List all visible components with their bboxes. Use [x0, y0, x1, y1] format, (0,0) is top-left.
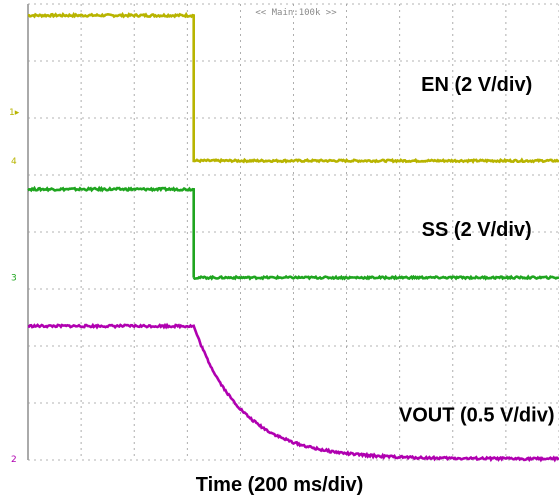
channel-labels: EN (2 V/div) SS (2 V/div) VOUT (0.5 V/div) — [399, 74, 555, 427]
grid — [27, 3, 559, 461]
channel-label: VOUT (0.5 V/div) — [399, 404, 555, 426]
trigger-marker-icon: 1▸ — [9, 108, 20, 118]
oscilloscope-plot: << Main:100k >> 4 3 2 1▸ EN (2 V/div) SS (2 … — [0, 0, 559, 470]
channel-marker: 4 — [11, 157, 17, 167]
trace-en — [27, 11, 559, 164]
trace-vout — [27, 322, 559, 463]
trace-ss — [27, 185, 559, 281]
channel-marker: 3 — [11, 274, 17, 284]
timebase-header: << Main:100k >> — [255, 8, 337, 18]
plot-area — [0, 0, 559, 470]
traces — [27, 11, 559, 463]
x-axis-label: Time (200 ms/div) — [195, 474, 364, 496]
channel-label: SS (2 V/div) — [422, 219, 532, 241]
channel-markers: 4 3 2 1▸ — [9, 108, 20, 465]
channel-label: EN (2 V/div) — [421, 74, 532, 96]
channel-marker: 2 — [11, 455, 17, 465]
